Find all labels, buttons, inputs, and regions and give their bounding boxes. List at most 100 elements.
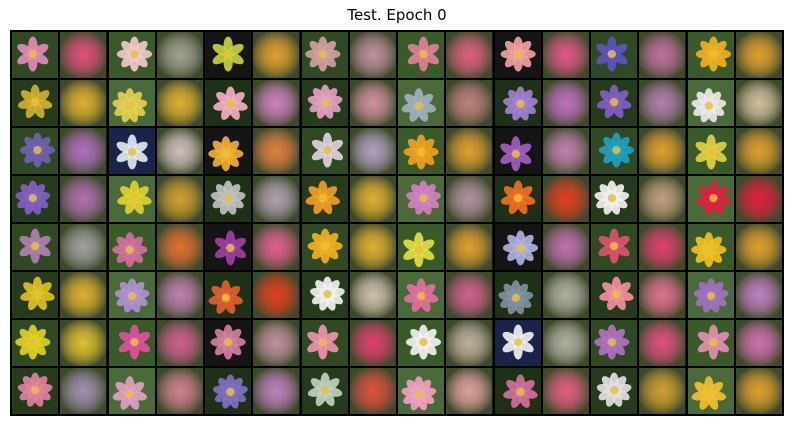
flower-photo-tile bbox=[12, 32, 59, 78]
generated-sample-tile bbox=[156, 320, 203, 366]
generated-sample-tile bbox=[253, 80, 300, 126]
generated-sample-tile bbox=[446, 224, 493, 270]
generated-sample-tile bbox=[542, 320, 589, 366]
generated-sample-tile bbox=[542, 128, 589, 174]
generated-sample-tile bbox=[349, 320, 396, 366]
flower-photo-tile bbox=[301, 32, 348, 78]
flower-photo-tile bbox=[398, 80, 445, 126]
flower-photo-tile bbox=[205, 320, 252, 366]
generated-sample-tile bbox=[60, 224, 107, 270]
generated-sample-tile bbox=[639, 128, 686, 174]
flower-photo-tile bbox=[687, 128, 734, 174]
generated-sample-tile bbox=[156, 176, 203, 222]
generated-sample-tile bbox=[349, 176, 396, 222]
generated-sample-tile bbox=[156, 224, 203, 270]
generated-sample-tile bbox=[542, 32, 589, 78]
generated-sample-tile bbox=[446, 128, 493, 174]
flower-photo-tile bbox=[687, 32, 734, 78]
flower-photo-tile bbox=[205, 128, 252, 174]
generated-sample-tile bbox=[156, 128, 203, 174]
generated-sample-tile bbox=[446, 320, 493, 366]
generated-sample-tile bbox=[735, 32, 782, 78]
flower-photo-tile bbox=[301, 272, 348, 318]
flower-photo-tile bbox=[687, 320, 734, 366]
flower-photo-tile bbox=[494, 368, 541, 414]
generated-sample-tile bbox=[156, 80, 203, 126]
flower-photo-tile bbox=[108, 32, 155, 78]
flower-photo-tile bbox=[108, 80, 155, 126]
generated-sample-tile bbox=[639, 176, 686, 222]
generated-sample-tile bbox=[156, 32, 203, 78]
flower-photo-tile bbox=[12, 368, 59, 414]
generated-sample-tile bbox=[542, 368, 589, 414]
generated-sample-tile bbox=[639, 368, 686, 414]
generated-sample-tile bbox=[253, 176, 300, 222]
flower-photo-tile bbox=[301, 176, 348, 222]
flower-photo-tile bbox=[398, 272, 445, 318]
generated-sample-tile bbox=[253, 368, 300, 414]
flower-photo-tile bbox=[12, 320, 59, 366]
flower-photo-tile bbox=[108, 224, 155, 270]
generated-sample-tile bbox=[349, 272, 396, 318]
generated-sample-tile bbox=[735, 272, 782, 318]
generated-sample-tile bbox=[349, 224, 396, 270]
generated-sample-tile bbox=[639, 32, 686, 78]
flower-photo-tile bbox=[205, 368, 252, 414]
generated-sample-tile bbox=[735, 224, 782, 270]
generated-sample-tile bbox=[735, 368, 782, 414]
generated-sample-tile bbox=[639, 272, 686, 318]
generated-sample-tile bbox=[60, 128, 107, 174]
flower-photo-tile bbox=[494, 80, 541, 126]
flower-photo-tile bbox=[687, 224, 734, 270]
generated-sample-tile bbox=[156, 272, 203, 318]
flower-photo-tile bbox=[398, 128, 445, 174]
generated-sample-tile bbox=[60, 272, 107, 318]
generated-sample-tile bbox=[60, 368, 107, 414]
generated-sample-tile bbox=[639, 320, 686, 366]
generated-sample-tile bbox=[542, 176, 589, 222]
flower-photo-tile bbox=[591, 80, 638, 126]
flower-photo-tile bbox=[687, 176, 734, 222]
generated-sample-tile bbox=[349, 128, 396, 174]
generated-sample-tile bbox=[735, 320, 782, 366]
generated-sample-tile bbox=[639, 80, 686, 126]
flower-photo-tile bbox=[687, 272, 734, 318]
flower-photo-tile bbox=[205, 224, 252, 270]
flower-photo-tile bbox=[591, 320, 638, 366]
generated-sample-tile bbox=[253, 128, 300, 174]
flower-photo-tile bbox=[398, 320, 445, 366]
flower-photo-tile bbox=[398, 32, 445, 78]
flower-photo-tile bbox=[12, 176, 59, 222]
flower-photo-tile bbox=[12, 272, 59, 318]
flower-photo-tile bbox=[301, 224, 348, 270]
generated-sample-tile bbox=[542, 224, 589, 270]
generated-sample-tile bbox=[60, 176, 107, 222]
figure-title: Test. Epoch 0 bbox=[347, 6, 447, 24]
flower-photo-tile bbox=[108, 368, 155, 414]
flower-photo-tile bbox=[301, 128, 348, 174]
flower-photo-tile bbox=[591, 368, 638, 414]
generated-sample-tile bbox=[156, 368, 203, 414]
generated-sample-tile bbox=[60, 80, 107, 126]
flower-photo-tile bbox=[494, 32, 541, 78]
flower-photo-tile bbox=[591, 224, 638, 270]
flower-photo-tile bbox=[12, 128, 59, 174]
generated-sample-tile bbox=[253, 320, 300, 366]
generated-sample-tile bbox=[253, 272, 300, 318]
image-grid bbox=[10, 30, 784, 416]
flower-photo-tile bbox=[591, 32, 638, 78]
generated-sample-tile bbox=[446, 272, 493, 318]
generated-sample-tile bbox=[735, 128, 782, 174]
flower-photo-tile bbox=[398, 224, 445, 270]
flower-photo-tile bbox=[494, 272, 541, 318]
generated-sample-tile bbox=[735, 176, 782, 222]
flower-photo-tile bbox=[108, 272, 155, 318]
flower-photo-tile bbox=[687, 80, 734, 126]
generated-sample-tile bbox=[446, 32, 493, 78]
generated-sample-tile bbox=[542, 272, 589, 318]
flower-photo-tile bbox=[12, 80, 59, 126]
flower-photo-tile bbox=[301, 368, 348, 414]
flower-photo-tile bbox=[591, 272, 638, 318]
flower-photo-tile bbox=[494, 176, 541, 222]
generated-sample-tile bbox=[349, 80, 396, 126]
